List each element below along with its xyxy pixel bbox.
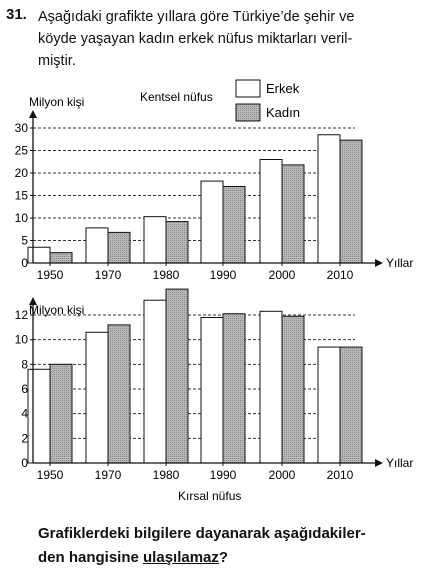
bar-kadin (49, 363, 73, 464)
bar-kadin (165, 288, 189, 464)
prompt-suffix: ? (218, 549, 229, 566)
question-text: Aşağıdaki grafikte yıllara göre Türkiye’… (38, 6, 438, 72)
question-line: köyde yaşayan kadın erkek nüfus miktarla… (38, 31, 353, 47)
y-tick-label: 6 (21, 382, 28, 396)
bar-kadin (49, 252, 73, 264)
x-tick-label: 2010 (327, 468, 354, 482)
bar-erkek (85, 331, 109, 464)
chart-title: Kırsal nüfus (178, 489, 241, 503)
bar-erkek (27, 368, 51, 464)
bar-erkek (200, 180, 224, 264)
y-tick-label: 10 (15, 211, 29, 225)
bar-erkek (317, 346, 341, 464)
bar-kadin (339, 346, 363, 464)
prompt-line: Grafiklerdeki bilgilere dayanarak aşağıd… (38, 525, 366, 542)
bar-kadin (107, 324, 131, 464)
bar-erkek (27, 246, 51, 264)
y-tick-label: 5 (21, 234, 28, 248)
x-axis-arrow (375, 259, 383, 267)
y-axis-title: Milyon kişi (29, 95, 84, 109)
bar-kadin (107, 231, 131, 264)
question-prompt: Grafiklerdeki bilgilere dayanarak aşağıd… (38, 522, 438, 570)
prompt-prefix: den hangisine (38, 549, 144, 566)
bar-erkek (317, 134, 341, 264)
y-tick-label: 2 (21, 431, 28, 445)
y-tick-label: 8 (21, 357, 28, 371)
x-axis-title: Yıllar (386, 456, 413, 470)
y-tick-label: 10 (15, 333, 29, 347)
x-tick-label: 1970 (95, 268, 122, 282)
prompt-underlined: ulaşılamaz (143, 549, 219, 566)
x-tick-label: 1950 (37, 268, 64, 282)
bar-erkek (200, 316, 224, 464)
x-tick-label: 1980 (153, 468, 180, 482)
question-number: 31. (6, 6, 27, 23)
x-tick-label: 1990 (210, 468, 237, 482)
x-axis-arrow (375, 459, 383, 467)
y-tick-label: 15 (15, 189, 29, 203)
y-tick-label: 12 (15, 308, 29, 322)
y-axis-arrow (29, 297, 37, 305)
bar-erkek (143, 299, 167, 464)
bar-kadin (339, 139, 363, 264)
x-tick-label: 1970 (95, 468, 122, 482)
bar-kadin (281, 164, 305, 264)
legend-label: Erkek (266, 81, 300, 96)
bar-erkek (259, 159, 283, 264)
legend-swatch-erkek (235, 79, 261, 98)
bar-kadin (281, 315, 305, 464)
legend-label: Kadın (266, 105, 300, 120)
bar-erkek (143, 216, 167, 264)
question-line: Aşağıdaki grafikte yıllara göre Türkiye’… (38, 9, 355, 25)
y-tick-label: 25 (15, 144, 29, 158)
bar-erkek (259, 310, 283, 464)
question-line: miştir. (38, 53, 76, 69)
y-axis-title: Milyon kişi (29, 303, 84, 317)
x-tick-label: 1980 (153, 268, 180, 282)
legend-swatch-kadin (235, 103, 261, 122)
x-tick-label: 2000 (269, 468, 296, 482)
bar-kadin (165, 221, 189, 264)
y-tick-label: 30 (15, 121, 29, 135)
x-tick-label: 1990 (210, 268, 237, 282)
x-tick-label: 2000 (269, 268, 296, 282)
y-tick-label: 20 (15, 166, 29, 180)
x-axis-title: Yıllar (386, 256, 413, 270)
bar-erkek (85, 227, 109, 264)
bar-kadin (222, 186, 246, 264)
y-axis-arrow (29, 110, 37, 118)
x-tick-label: 1950 (37, 468, 64, 482)
y-tick-label: 0 (21, 256, 28, 270)
y-tick-label: 0 (21, 456, 28, 470)
x-tick-label: 2010 (327, 268, 354, 282)
chart-title: Kentsel nüfus (140, 90, 213, 104)
y-tick-label: 4 (21, 407, 28, 421)
bar-kadin (222, 313, 246, 464)
prompt-line: den hangisine ulaşılamaz? (38, 546, 438, 570)
